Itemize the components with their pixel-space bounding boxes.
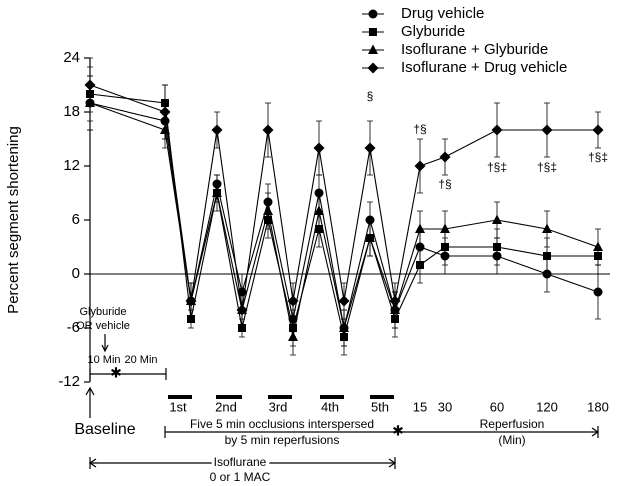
series-line	[89, 102, 599, 338]
data-point	[287, 295, 299, 307]
note: Isoflurane	[214, 455, 267, 469]
legend-marker	[367, 62, 379, 74]
occlusion-bar	[370, 395, 394, 399]
data-point	[389, 295, 401, 307]
data-point	[593, 287, 603, 297]
data-point	[439, 151, 451, 163]
series-line	[89, 102, 599, 329]
annotation: †§	[438, 177, 451, 191]
series-line	[89, 93, 598, 338]
x-tick-label: 180	[587, 399, 609, 414]
y-tick-label: 18	[63, 103, 80, 120]
timeline-star: ✱	[392, 423, 404, 439]
occlusion-label: 4th	[321, 399, 339, 414]
x-tick-label: 15	[413, 399, 427, 414]
data-point	[84, 79, 96, 91]
legend-label: Isoflurane + Glyburide	[401, 41, 548, 58]
legend-marker	[369, 28, 377, 36]
data-point	[262, 124, 274, 136]
data-point	[493, 243, 501, 251]
data-point	[263, 205, 273, 215]
data-point	[185, 295, 197, 307]
data-point	[415, 223, 425, 233]
data-point	[492, 214, 502, 224]
note: Five 5 min occlusions interspersed	[190, 417, 374, 431]
data-point	[338, 295, 350, 307]
data-point	[593, 241, 603, 251]
legend-marker	[368, 9, 378, 19]
data-point	[288, 331, 298, 341]
annotation: †§‡	[588, 150, 608, 164]
legend-marker	[368, 44, 378, 54]
data-point	[212, 187, 222, 197]
arrowhead	[88, 458, 397, 468]
legend-label: Drug vehicle	[401, 5, 484, 22]
interval-star: ✱	[110, 365, 122, 381]
note: 0 or 1 MAC	[210, 470, 271, 484]
data-point	[416, 261, 424, 269]
y-tick-label: -6	[67, 319, 80, 336]
x-tick-label: 120	[536, 399, 558, 414]
note: OR vehicle	[76, 320, 130, 332]
y-tick-label: 6	[72, 211, 80, 228]
data-point	[440, 223, 450, 233]
data-point	[414, 160, 426, 172]
occlusion-label: 1st	[169, 399, 187, 414]
note: Reperfusion	[480, 417, 545, 431]
note: 20 Min	[124, 354, 157, 366]
x-tick-label: 60	[490, 399, 504, 414]
annotation: †§‡	[487, 160, 507, 174]
occlusion-label: 2nd	[215, 399, 237, 414]
data-point	[543, 252, 551, 260]
data-point	[542, 223, 552, 233]
arrowhead	[85, 386, 95, 396]
occlusion-bar	[320, 395, 344, 399]
legend-label: Isoflurane + Drug vehicle	[401, 59, 567, 76]
data-point	[314, 205, 324, 215]
data-point	[364, 142, 376, 154]
x-tick-label: 30	[438, 399, 452, 414]
series-line	[89, 84, 598, 311]
data-point	[339, 322, 349, 332]
data-point	[592, 124, 604, 136]
occlusion-bar	[216, 395, 242, 399]
data-point	[236, 304, 248, 316]
legend-label: Glyburide	[401, 23, 465, 40]
occlusion-bar	[168, 395, 192, 399]
occlusion-label: 3rd	[269, 399, 288, 414]
data-point	[313, 142, 325, 154]
annotation: †§‡	[537, 160, 557, 174]
note: (Min)	[498, 433, 525, 447]
data-point	[541, 124, 553, 136]
data-point	[491, 124, 503, 136]
note: Glyburide	[79, 306, 126, 318]
annotation: †§	[413, 122, 426, 136]
note: 10 Min	[87, 354, 120, 366]
y-tick-label: 12	[63, 157, 80, 174]
data-point	[159, 106, 171, 118]
annotation: §	[367, 89, 374, 103]
data-point	[365, 232, 375, 242]
y-tick-label: 24	[63, 49, 80, 66]
note: by 5 min reperfusions	[225, 433, 340, 447]
x-tick-label: Baseline	[74, 421, 135, 438]
y-tick-label: 0	[72, 265, 80, 282]
occlusion-bar	[268, 395, 292, 399]
y-tick-label: -12	[58, 373, 80, 390]
y-axis-label: Percent segment shortening	[5, 126, 22, 314]
data-point	[211, 124, 223, 136]
arrowhead	[101, 344, 109, 353]
occlusion-label: 5th	[371, 399, 389, 414]
